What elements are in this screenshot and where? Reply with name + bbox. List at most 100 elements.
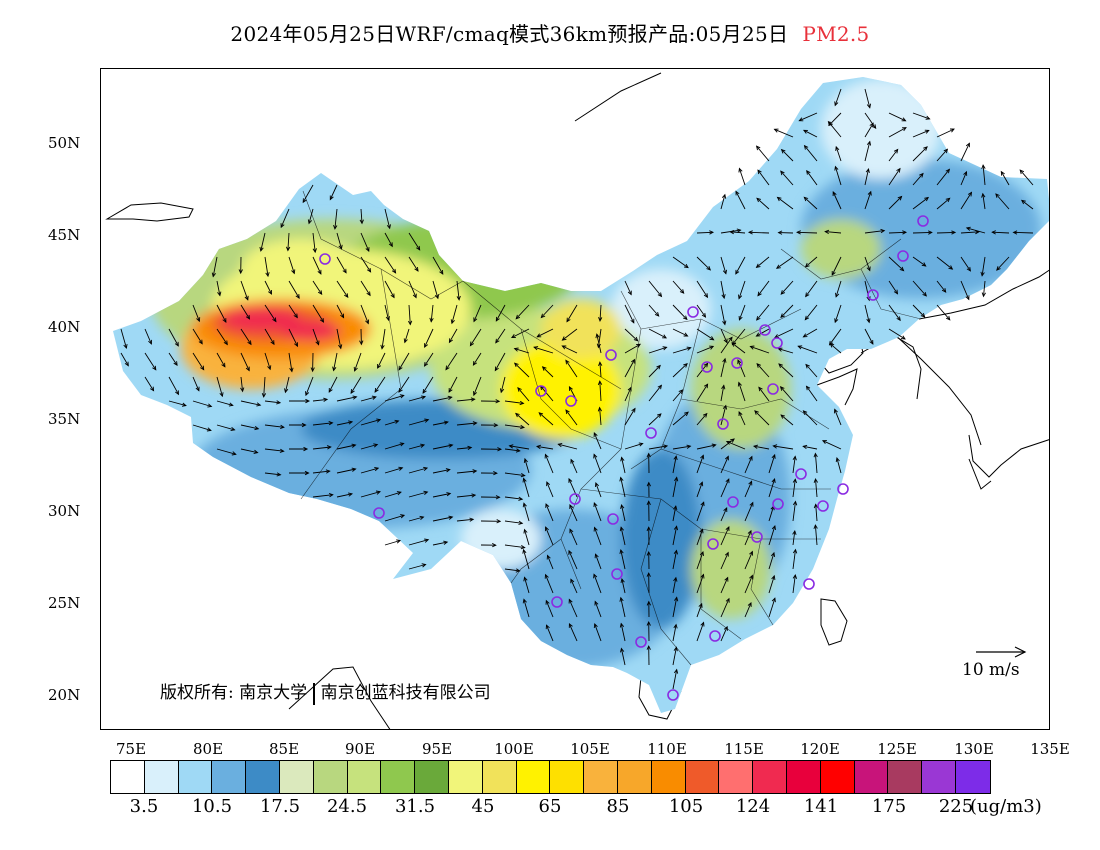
wind-vector <box>408 396 426 402</box>
wind-vector-head <box>520 424 526 430</box>
lon-label-95e: 95E <box>421 740 453 758</box>
colorbar-swatch <box>820 761 855 793</box>
wind-vector <box>864 112 877 129</box>
wind-vector <box>744 481 753 498</box>
wind-vector <box>756 304 770 321</box>
wind-vector <box>648 413 662 426</box>
wind-vector <box>982 165 986 186</box>
wind-vector-head <box>749 501 754 507</box>
wind-vector <box>305 376 314 396</box>
wind-vector <box>780 386 794 402</box>
wind-vector-head <box>399 442 405 447</box>
wind-vector <box>864 256 871 271</box>
colorbar-swatch <box>786 761 821 793</box>
wind-vector <box>594 527 602 546</box>
wind-vector <box>672 577 677 594</box>
wind-vector <box>735 256 746 275</box>
wind-vector-head <box>880 228 886 234</box>
wind-vector-head <box>981 192 986 198</box>
wind-vector-head <box>423 490 429 495</box>
wind-vector-head <box>700 573 705 579</box>
wind-vector <box>240 352 250 371</box>
wind-vector-head <box>544 573 549 579</box>
wind-vector-head <box>394 419 400 424</box>
wind-vector-head <box>633 336 639 342</box>
wind-vector <box>744 530 752 546</box>
wind-vector-head <box>747 230 753 235</box>
wind-vector-head <box>757 169 762 175</box>
wind-vector-head <box>899 266 905 272</box>
wind-vector-head <box>805 385 811 391</box>
wind-vector <box>384 514 405 522</box>
wind-vector <box>758 387 770 402</box>
wind-vector-head <box>780 290 786 295</box>
wind-vector <box>806 386 818 402</box>
wind-vector <box>456 422 477 426</box>
wind-vector-head <box>730 438 735 443</box>
wind-vector <box>720 456 729 474</box>
wind-vector-head <box>803 196 809 202</box>
wind-vector-head <box>495 338 500 344</box>
wind-vector <box>888 231 907 234</box>
wind-vector-head <box>523 528 528 534</box>
wind-vector <box>830 343 842 354</box>
wind-vector-head <box>508 444 514 449</box>
wind-vector-head <box>472 469 478 474</box>
wind-vector-head <box>230 426 236 432</box>
wind-vector <box>738 411 746 426</box>
wind-vector-head <box>701 312 707 318</box>
wind-vector-head <box>510 334 516 338</box>
wind-vector-head <box>725 440 731 445</box>
colorbar-swatch <box>719 761 754 793</box>
wind-vector <box>726 441 746 450</box>
colorbar-swatch <box>212 761 247 793</box>
wind-vector-head <box>771 525 776 530</box>
wind-vector <box>495 304 506 322</box>
wind-vector <box>792 549 796 570</box>
copyright-prefix: 版权所有: <box>160 683 234 703</box>
wind-vector-head <box>747 601 752 607</box>
wind-vector-head <box>866 318 871 324</box>
wind-vector <box>936 169 950 186</box>
wind-vector <box>672 477 678 498</box>
wind-vector <box>720 328 728 343</box>
wind-vector <box>804 145 818 162</box>
wind-vector-head <box>829 343 835 348</box>
wind-vector <box>329 184 338 200</box>
wind-vector-head <box>291 269 296 275</box>
colorbar-label-65: 65 <box>538 796 562 817</box>
wind-vector <box>523 599 530 618</box>
wind-vector-head <box>657 292 663 298</box>
wind-vector-head <box>261 393 267 398</box>
wind-vector <box>888 168 901 186</box>
wind-vector-head <box>365 319 370 325</box>
wind-vector <box>672 411 689 426</box>
wind-vector <box>888 304 901 321</box>
wind-vector <box>542 366 554 378</box>
wind-vector-head <box>380 344 385 350</box>
wind-vector <box>384 467 403 474</box>
wind-vector <box>773 445 794 450</box>
wind-vector-head <box>328 420 334 426</box>
colorbar-swatch <box>381 761 416 793</box>
colorbar-swatch <box>482 761 517 793</box>
wind-vector-head <box>253 449 259 454</box>
wind-vector <box>829 328 842 346</box>
wind-vector <box>432 421 448 426</box>
wind-vector-head <box>424 418 430 423</box>
wind-vector-head <box>443 420 449 425</box>
wind-vector <box>648 280 662 297</box>
wind-vector-head <box>654 311 660 317</box>
wind-vector-head <box>679 289 685 294</box>
wind-vector <box>753 445 770 450</box>
wind-vector <box>780 170 794 186</box>
wind-vector <box>754 410 770 426</box>
wind-vector-head <box>771 597 776 603</box>
lon-label-90e: 90E <box>344 740 376 758</box>
wind-vector <box>996 256 1010 271</box>
wind-vector-head <box>148 339 153 345</box>
wind-vector-head <box>831 271 836 276</box>
wind-vector <box>777 197 794 210</box>
copyright-org2: 南京创蓝科技有限公司 <box>320 683 491 703</box>
wind-vector-head <box>758 386 763 392</box>
